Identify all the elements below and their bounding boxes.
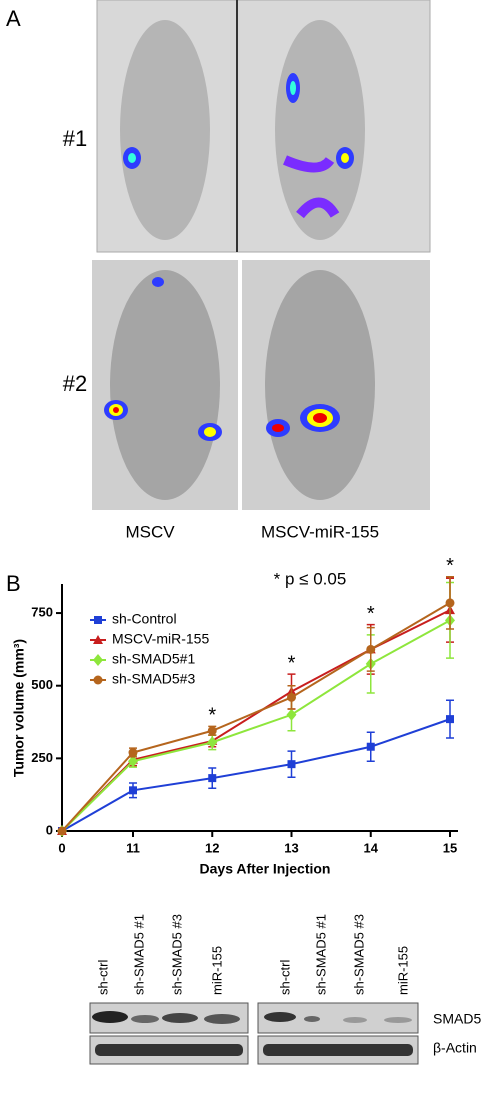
series-line [61,619,451,832]
marker [128,748,138,758]
blot-row-label: SMAD5 [433,1011,481,1027]
y-tick-label: 750 [31,604,53,619]
legend-marker [94,616,102,624]
column-label: MSCV-miR-155 [261,522,379,541]
x-axis-label: Days After Injection [200,861,331,877]
marker [287,760,296,769]
x-tick-label: 11 [126,840,140,855]
marker [208,774,217,783]
series-line [61,602,451,832]
image-row-2 [92,260,430,510]
blot-row-label: β-Actin [433,1040,477,1056]
y-tick-label: 500 [31,677,53,692]
marker [287,692,296,702]
column-label: MSCV [125,522,175,541]
marker [207,736,218,749]
lane-label: sh-SMAD5 #3 [169,914,184,995]
lane-label: sh-ctrl [95,960,110,996]
row-label: #2 [63,371,87,396]
legend-marker [93,675,103,685]
marker [446,715,454,724]
legend-marker [93,635,103,644]
panel-label: A [6,6,21,31]
marker [128,755,138,768]
marker [366,644,376,654]
lane-label: miR-155 [395,946,410,995]
legend-label: MSCV-miR-155 [112,631,209,647]
x-tick-label: 14 [364,840,379,855]
x-tick-label: 12 [205,840,219,855]
significance-marker: * [208,705,216,727]
y-tick-label: 0 [46,822,53,837]
y-tick-label: 250 [31,750,53,765]
marker [129,786,137,795]
legend-marker [93,654,103,666]
significance-marker: * [367,603,375,625]
legend-label: sh-SMAD5#3 [112,671,195,687]
lane-label: sh-ctrl [277,960,292,996]
y-axis-label: Tumor volume (mm³) [11,639,27,777]
lane-label: miR-155 [209,946,224,995]
marker [57,826,67,836]
legend-label: sh-SMAD5#1 [112,651,195,667]
x-tick-label: 0 [58,840,65,855]
marker [286,708,297,721]
significance-marker: * [446,555,454,577]
annotation: * p ≤ 0.05 [274,569,347,588]
significance-marker: * [288,652,296,674]
lane-label: sh-SMAD5 #1 [131,914,146,995]
marker [445,598,455,608]
row-label: #1 [63,126,87,151]
panel-label: B [6,571,21,596]
lane-label: sh-SMAD5 #3 [351,914,366,995]
x-tick-label: 13 [284,840,298,855]
lane-label: sh-SMAD5 #1 [313,914,328,995]
x-tick-label: 15 [443,840,457,855]
legend-label: sh-Control [112,611,177,627]
marker [207,726,217,736]
blot [89,1002,419,1065]
image-row-1 [96,0,431,253]
marker [366,742,375,751]
series-line [61,718,451,832]
